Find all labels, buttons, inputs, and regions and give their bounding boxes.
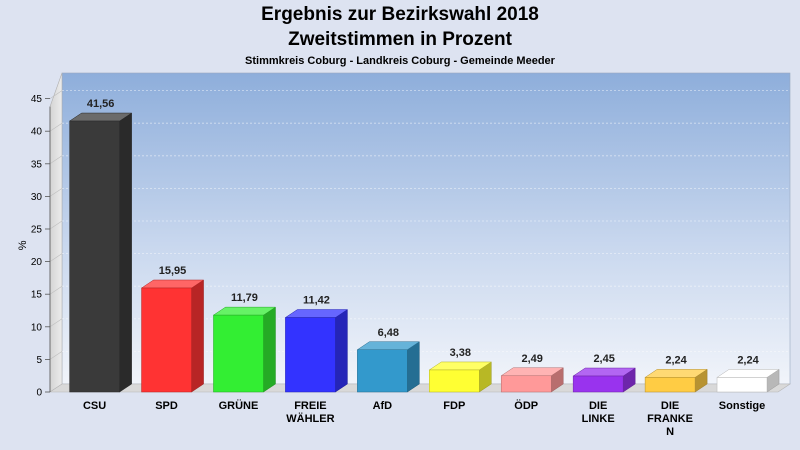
y-tick-label: 25 — [31, 225, 43, 236]
value-label: 6,48 — [378, 327, 399, 339]
bar — [500, 367, 565, 393]
bar — [68, 112, 133, 393]
gridline-side — [49, 122, 63, 132]
gridline-side — [49, 351, 63, 360]
value-label: 2,24 — [737, 354, 759, 366]
bar-side — [407, 341, 420, 393]
value-label: 2,49 — [522, 353, 543, 365]
gridline-side — [49, 155, 63, 165]
y-tick-label: 35 — [31, 159, 43, 170]
y-axis-label: % — [17, 240, 29, 250]
gridline-side — [49, 318, 63, 328]
bar — [644, 368, 708, 393]
plot-side-wall — [49, 72, 63, 393]
bar-side — [335, 309, 348, 393]
y-tick-label: 15 — [31, 290, 43, 301]
y-tick-label: 40 — [31, 127, 43, 138]
value-label: 15,95 — [159, 265, 187, 277]
value-label: 11,42 — [303, 295, 330, 307]
bar-front — [285, 317, 336, 393]
category-label: DIE FRANKE N — [647, 400, 693, 438]
category-label: ÖDP — [514, 399, 538, 412]
category-label: Sonstige — [719, 400, 765, 412]
category-label: CSU — [83, 400, 106, 412]
gridline-side — [49, 188, 63, 197]
bar — [428, 361, 493, 393]
category-label: FDP — [443, 400, 465, 412]
bar — [212, 306, 277, 393]
category-label: DIE LINKE — [582, 400, 615, 425]
bar-front — [572, 375, 624, 393]
category-label: SPD — [155, 400, 178, 412]
category-label: AfD — [373, 400, 393, 412]
gridline-side — [49, 90, 63, 99]
bar-front — [716, 377, 768, 393]
chart-title: Ergebnis zur Bezirkswahl 2018 — [261, 4, 539, 25]
y-tick-label: 45 — [31, 94, 43, 105]
category-label: GRÜNE — [219, 399, 259, 412]
gridline-side — [49, 220, 63, 230]
bar — [140, 279, 205, 393]
bar-side — [263, 306, 276, 393]
bar — [284, 309, 349, 393]
value-label: 41,56 — [87, 98, 115, 110]
chart-title-line2: Zweitstimmen in Prozent — [288, 29, 512, 50]
bar-front — [644, 377, 696, 393]
bar-front — [213, 314, 264, 393]
bar — [716, 368, 780, 393]
bar — [572, 367, 636, 393]
value-label: 2,45 — [593, 353, 614, 365]
bar-side — [119, 112, 132, 393]
y-tick-label: 30 — [31, 192, 43, 203]
chart-subtitle: Stimmkreis Coburg - Landkreis Coburg - G… — [245, 55, 555, 67]
gridline-side — [49, 253, 63, 262]
y-tick-label: 20 — [31, 257, 43, 268]
bar-side — [191, 279, 204, 393]
y-tick-label: 10 — [31, 322, 43, 333]
value-label: 2,24 — [665, 354, 687, 366]
category-label: FREIE WÄHLER — [286, 400, 334, 425]
value-label: 3,38 — [450, 347, 471, 359]
bar-front — [141, 287, 192, 393]
bar-front — [429, 369, 480, 393]
value-label: 11,79 — [231, 292, 258, 304]
bar-front — [500, 375, 552, 393]
gridline-side — [49, 285, 63, 295]
y-tick-label: 5 — [36, 355, 42, 366]
bar-front — [69, 120, 120, 393]
bar — [356, 341, 421, 393]
y-tick-label: 0 — [36, 388, 42, 399]
bar-front — [357, 349, 408, 393]
